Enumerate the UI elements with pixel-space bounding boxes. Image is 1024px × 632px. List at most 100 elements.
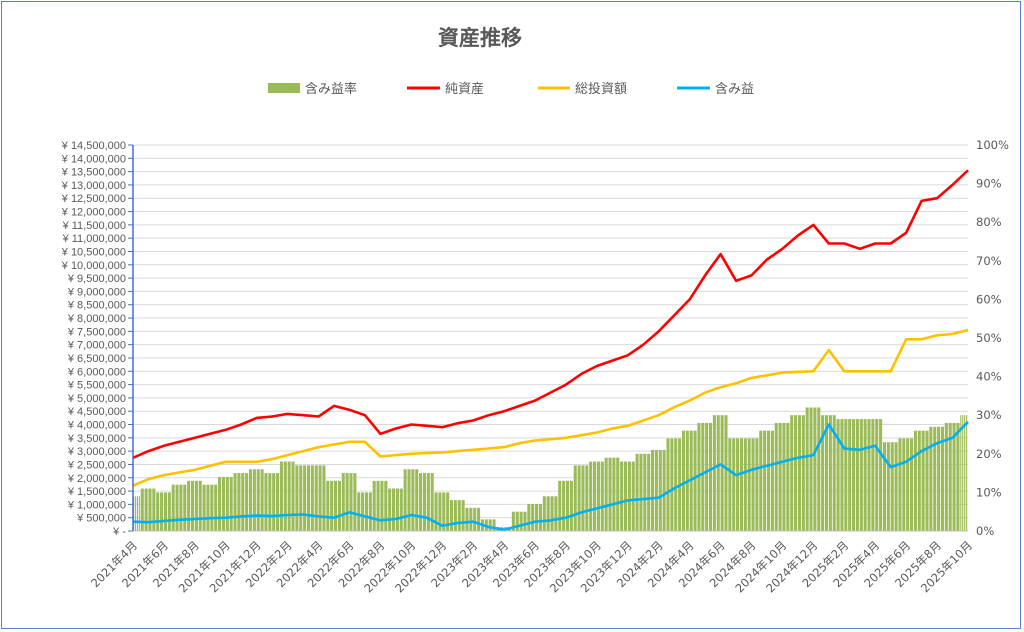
- rate-bar: [867, 419, 871, 531]
- rate-bar: [886, 442, 890, 531]
- rate-bar: [790, 415, 794, 531]
- rate-bar: [778, 422, 782, 531]
- rate-bar: [399, 488, 403, 531]
- rate-bar: [701, 422, 705, 531]
- rate-bar: [620, 461, 624, 531]
- rate-bar: [654, 449, 658, 531]
- rate-bar: [596, 461, 600, 531]
- rate-bar: [828, 415, 832, 531]
- rate-bar: [364, 492, 369, 531]
- rate-bar: [422, 473, 426, 531]
- rate-bar: [264, 473, 268, 531]
- y-left-tick-label: ¥ 14,500,000: [61, 140, 126, 152]
- rate-bar: [805, 407, 809, 531]
- rate-bar: [542, 496, 546, 531]
- rate-bar: [623, 461, 628, 531]
- rate-bar: [724, 415, 728, 531]
- y-right-tick-label: 90%: [976, 177, 1002, 191]
- rate-bar: [964, 415, 966, 531]
- rate-bar: [134, 496, 137, 531]
- rate-bar: [651, 449, 655, 531]
- y-left-tick-label: ¥ 7,500,000: [67, 326, 126, 338]
- y-left-tick-label: ¥ 9,500,000: [67, 273, 126, 285]
- rate-bar: [334, 480, 338, 531]
- rate-bar: [817, 407, 821, 531]
- rate-bar: [755, 438, 759, 531]
- y-right-tick-label: 60%: [976, 292, 1002, 306]
- rate-bar: [966, 415, 968, 531]
- rate-bar: [666, 438, 670, 531]
- rate-bar: [167, 492, 171, 531]
- rate-bar: [848, 419, 852, 531]
- rate-bar: [879, 419, 883, 531]
- rate-bar: [225, 476, 229, 531]
- legend-label-net: 純資産: [445, 81, 484, 97]
- rate-bar: [218, 476, 222, 531]
- rate-bar: [477, 507, 481, 531]
- rate-bar: [488, 519, 492, 531]
- y-left-tick-label: ¥ 6,000,000: [67, 366, 126, 378]
- legend-label-gain: 含み益: [715, 81, 754, 97]
- rate-bar: [419, 473, 423, 531]
- rate-bar: [237, 473, 241, 531]
- rate-bar: [612, 457, 616, 531]
- legend: 含み益率 純資産 総投資額 含み益: [268, 81, 754, 97]
- y-right-tick-label: 80%: [976, 215, 1002, 229]
- rate-bar: [287, 461, 291, 531]
- rate-bar: [392, 488, 396, 531]
- rate-bar: [179, 484, 183, 531]
- rate-bar: [279, 461, 283, 531]
- rate-bar: [581, 465, 585, 531]
- rate-bar: [693, 430, 697, 531]
- rate-bar: [639, 453, 643, 531]
- rate-bar: [260, 469, 264, 531]
- rate-bar: [948, 422, 952, 531]
- rate-bar: [426, 473, 430, 531]
- rate-bar: [902, 438, 906, 531]
- rate-bar: [160, 492, 164, 531]
- rate-bar: [190, 480, 195, 531]
- rate-bar: [863, 419, 867, 531]
- y-right-tick-label: 10%: [976, 485, 1002, 499]
- rate-bar: [345, 473, 349, 531]
- rate-bar: [658, 449, 662, 531]
- rate-bar: [357, 492, 361, 531]
- rate-bar: [705, 422, 709, 531]
- y-left-tick-label: ¥ 2,500,000: [67, 459, 126, 471]
- rate-bar: [786, 422, 790, 531]
- rate-bar: [341, 473, 345, 531]
- rate-bar: [739, 438, 743, 531]
- rate-bar: [144, 488, 148, 531]
- rate-bar: [759, 430, 763, 531]
- rate-bar: [233, 473, 237, 531]
- rate-bar: [944, 422, 948, 531]
- rate-bar: [535, 503, 539, 531]
- y-right-tick-label: 40%: [976, 370, 1002, 384]
- rate-bar: [156, 492, 160, 531]
- y-right-tick-label: 20%: [976, 447, 1002, 461]
- rate-bar: [801, 415, 805, 531]
- y-right-tick-label: 50%: [976, 331, 1002, 345]
- rate-bar: [395, 488, 399, 531]
- rate-bar: [465, 507, 469, 531]
- rate-bar: [921, 430, 925, 531]
- rate-bar: [361, 492, 365, 531]
- y-left-tick-label: ¥ 9,000,000: [67, 286, 126, 298]
- rate-bar: [241, 473, 245, 531]
- rate-bar: [306, 465, 311, 531]
- rate-bar: [214, 484, 218, 531]
- rate-bar: [859, 419, 863, 531]
- rate-bar: [670, 438, 674, 531]
- rate-bar: [751, 438, 755, 531]
- rate-bar: [674, 438, 678, 531]
- rate-bar: [809, 407, 813, 531]
- rate-bar: [763, 430, 767, 531]
- rate-bar: [152, 488, 156, 531]
- rate-bar: [554, 496, 558, 531]
- rate-bar: [940, 426, 945, 531]
- rate-bar: [933, 426, 937, 531]
- rate-bar: [527, 503, 531, 531]
- rate-bar: [585, 465, 589, 531]
- rate-bar: [743, 438, 747, 531]
